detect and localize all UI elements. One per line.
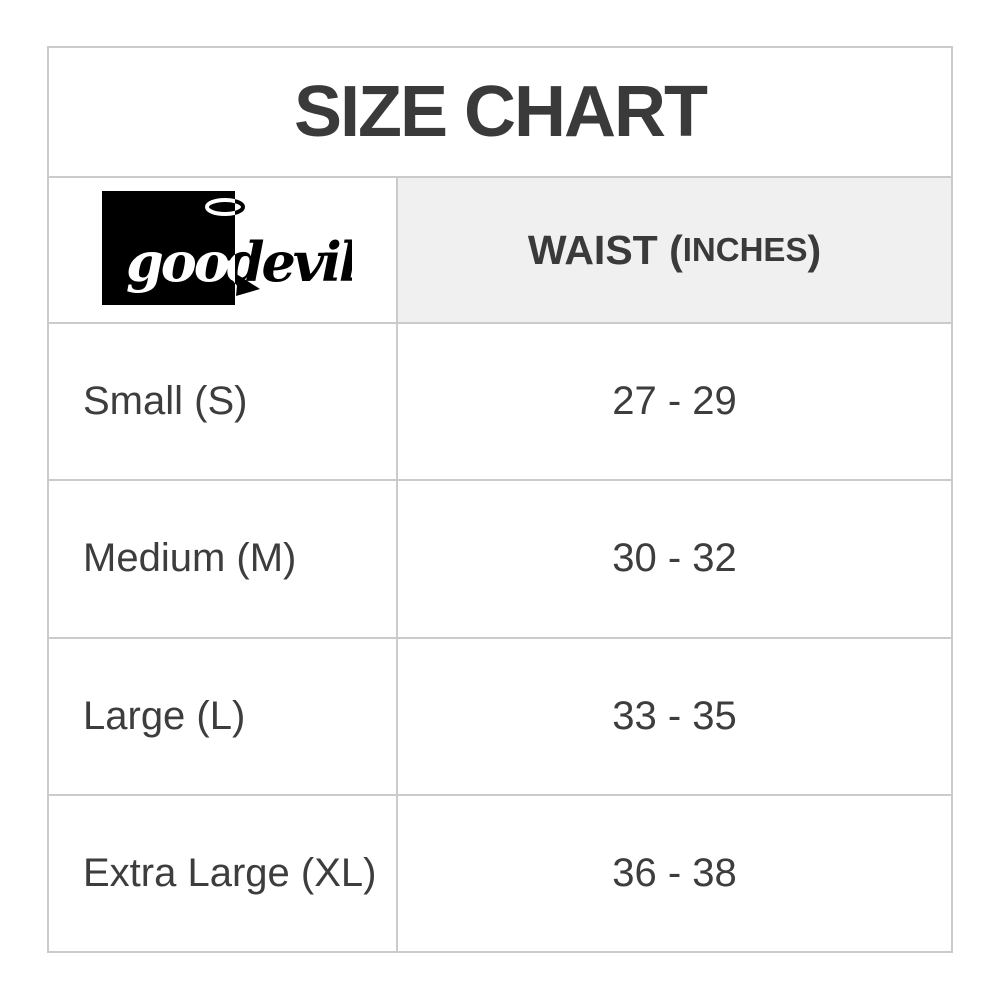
devil-tail-arrowhead <box>236 275 260 296</box>
title-row: SIZE CHART <box>49 48 951 178</box>
waist-header-prefix: WAIST ( <box>527 226 683 273</box>
table-header-row: goodevil goodevil WAIST (INCHES) <box>49 178 951 324</box>
size-label: Medium (M) <box>49 481 398 637</box>
devil-tail-icon <box>224 260 235 284</box>
halo-icon <box>205 198 235 216</box>
logo-black-box <box>102 191 235 305</box>
waist-header-suffix: ) <box>807 226 822 273</box>
goodevil-brand-logo-icon: goodevil goodevil <box>102 191 352 305</box>
waist-header-unit: INCHES <box>682 231 808 268</box>
size-label: Large (L) <box>49 638 398 794</box>
waist-value: 27 - 29 <box>612 379 737 424</box>
waist-value: 30 - 32 <box>612 536 737 581</box>
logo-wordmark-white: goodevil <box>126 230 352 294</box>
table-row-large: Large (L) 33 - 35 <box>49 638 951 796</box>
waist-value: 33 - 35 <box>612 693 737 738</box>
waist-column-header: WAIST (INCHES) <box>398 178 951 322</box>
size-label: Small (S) <box>49 324 398 480</box>
table-row-small: Small (S) 27 - 29 <box>49 324 951 482</box>
page-title: SIZE CHART <box>294 72 708 152</box>
size-chart-table: SIZE CHART goodevil <box>47 46 953 953</box>
waist-value: 36 - 38 <box>612 850 737 895</box>
brand-logo-cell: goodevil goodevil <box>49 178 398 322</box>
table-row-extra-large: Extra Large (XL) 36 - 38 <box>49 795 951 951</box>
halo-icon <box>235 199 245 215</box>
size-label: Extra Large (XL) <box>49 795 398 951</box>
logo-wordmark-black: goodevil <box>126 230 352 294</box>
table-row-medium: Medium (M) 30 - 32 <box>49 481 951 639</box>
